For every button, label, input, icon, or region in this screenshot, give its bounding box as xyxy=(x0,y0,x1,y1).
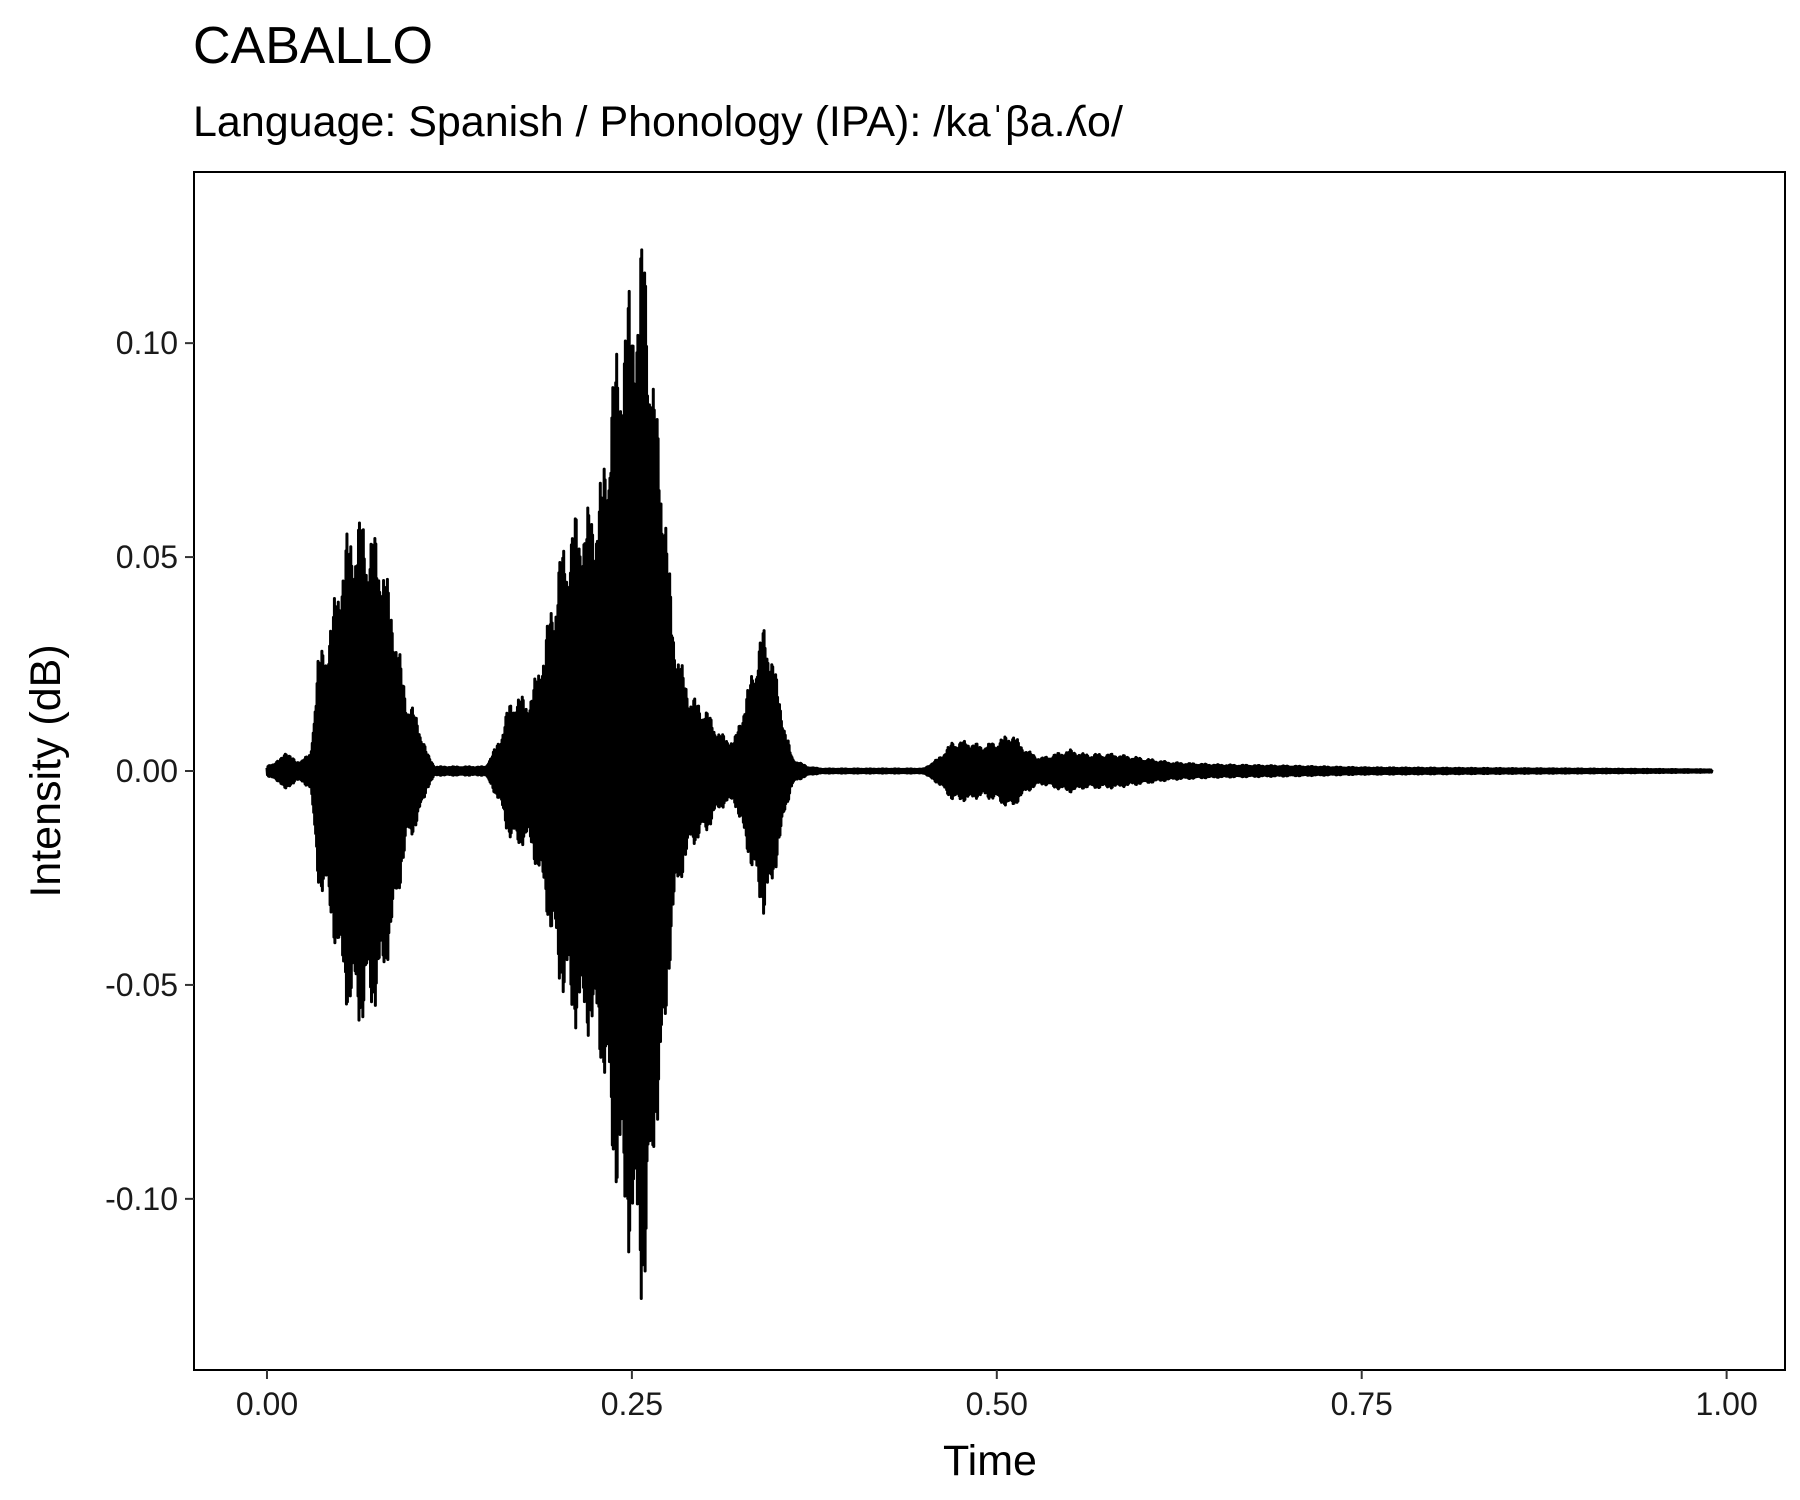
x-tick-label: 0.50 xyxy=(966,1386,1028,1422)
y-axis-title: Intensity (dB) xyxy=(22,644,70,897)
chart-subtitle: Language: Spanish / Phonology (IPA): /ka… xyxy=(193,98,1123,146)
y-tick-label: -0.10 xyxy=(105,1181,178,1217)
chart-title: CABALLO xyxy=(193,17,433,75)
y-tick-label: 0.00 xyxy=(116,753,178,789)
y-tick-label: -0.05 xyxy=(105,967,178,1003)
waveform-line xyxy=(265,248,1714,1300)
x-tick-label: 0.75 xyxy=(1331,1386,1393,1422)
x-tick-label: 1.00 xyxy=(1695,1386,1757,1422)
y-tick-label: 0.05 xyxy=(116,539,178,575)
x-axis-title: Time xyxy=(943,1437,1037,1485)
waveform-series xyxy=(265,248,1714,1300)
x-axis: 0.00 0.25 0.50 0.75 1.00 xyxy=(236,1370,1758,1422)
y-axis: -0.10 -0.05 0.00 0.05 0.10 xyxy=(105,325,194,1217)
y-tick-label: 0.10 xyxy=(116,325,178,361)
x-tick-label: 0.25 xyxy=(601,1386,663,1422)
x-tick-label: 0.00 xyxy=(236,1386,298,1422)
